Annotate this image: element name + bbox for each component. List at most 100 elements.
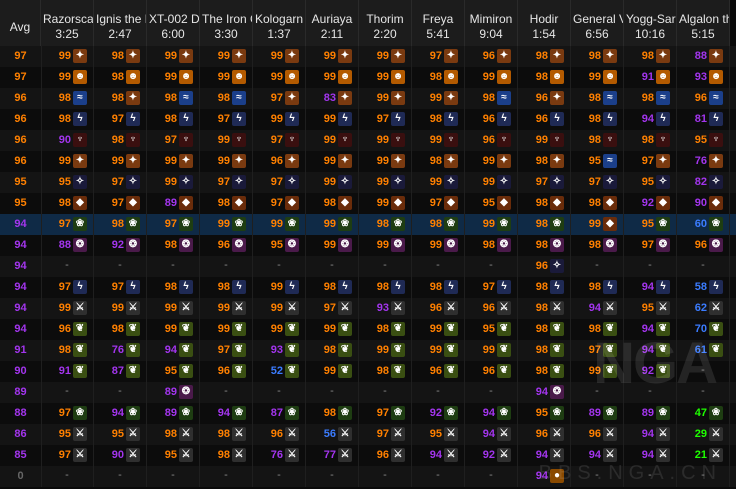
score-cell[interactable]: 95 ❂ bbox=[253, 235, 306, 256]
score-cell[interactable]: 98 ❦ bbox=[359, 361, 412, 382]
score-cell[interactable]: 99 ✦ bbox=[253, 46, 306, 67]
score-cell[interactable]: - bbox=[253, 256, 306, 277]
score-cell[interactable]: 96 ❦ bbox=[465, 361, 518, 382]
score-cell[interactable]: 96 ✦ bbox=[253, 151, 306, 172]
score-cell[interactable]: 94 ⚔ bbox=[624, 445, 677, 466]
score-cell[interactable]: 97 ❦ bbox=[200, 340, 253, 361]
score-cell[interactable]: 99 ✦ bbox=[306, 151, 359, 172]
table-row[interactable]: 86 95 ⚔ 95 ⚔ 98 ⚔ 98 ⚔ 96 ⚔ 56 ⚔ 97 ⚔ 95 ⚔ 94 ⚔ 96 ⚔ 96 ⚔ 94 ⚔ 29… bbox=[0, 424, 736, 445]
score-cell[interactable]: 99 ☻ bbox=[571, 67, 624, 88]
score-cell[interactable]: 98 ❦ bbox=[41, 340, 94, 361]
score-cell[interactable]: 98 ≈ bbox=[571, 88, 624, 109]
score-cell[interactable]: 96 ⚔ bbox=[571, 424, 624, 445]
score-cell[interactable]: 94 ⚔ bbox=[465, 424, 518, 445]
score-cell[interactable]: - bbox=[306, 382, 359, 403]
score-cell[interactable]: 87 ❦ bbox=[94, 361, 147, 382]
table-row[interactable]: 94 97 ❀ 98 ❀ 97 ❀ 99 ❀ 99 ❀ 99 ❀ 98 ❀ 98 ❀ 99 ❀ 98 ❀ 99 ◆ 95 ❀ 60… bbox=[0, 214, 736, 235]
score-cell[interactable]: - bbox=[359, 466, 412, 487]
score-cell[interactable]: - bbox=[253, 466, 306, 487]
table-row[interactable]: 0 - - - - - - - - - 94 ● - - - bbox=[0, 466, 736, 487]
score-cell[interactable]: 97 ◆ bbox=[94, 193, 147, 214]
score-cell[interactable]: 99 ❀ bbox=[465, 214, 518, 235]
score-cell[interactable]: 96 ❦ bbox=[412, 361, 465, 382]
score-cell[interactable]: 99 ✧ bbox=[147, 172, 200, 193]
score-cell[interactable]: - bbox=[677, 382, 730, 403]
score-cell[interactable]: 93 ☻ bbox=[677, 67, 730, 88]
score-cell[interactable]: 81 ϟ bbox=[677, 109, 730, 130]
score-cell[interactable]: 97 ✦ bbox=[412, 46, 465, 67]
score-cell[interactable]: 94 ⚔ bbox=[571, 445, 624, 466]
score-cell[interactable]: - bbox=[571, 256, 624, 277]
score-cell[interactable]: 99 ⚔ bbox=[41, 298, 94, 319]
score-cell[interactable]: 98 ✦ bbox=[518, 46, 571, 67]
score-cell[interactable]: - bbox=[412, 256, 465, 277]
score-cell[interactable]: - bbox=[571, 382, 624, 403]
score-cell[interactable]: - bbox=[253, 382, 306, 403]
score-cell[interactable]: 97 ϟ bbox=[465, 277, 518, 298]
header-boss[interactable]: Hodir 1:54 bbox=[518, 0, 571, 46]
header-boss[interactable]: Yogg-Saron10:16 bbox=[624, 0, 677, 46]
score-cell[interactable]: 98 ϟ bbox=[412, 109, 465, 130]
score-cell[interactable]: 92 ❦ bbox=[624, 361, 677, 382]
score-cell[interactable]: 98 ϟ bbox=[41, 109, 94, 130]
score-cell[interactable]: 97 ⚔ bbox=[359, 424, 412, 445]
score-cell[interactable]: 94 ❀ bbox=[200, 403, 253, 424]
score-cell[interactable]: 94 ❦ bbox=[624, 340, 677, 361]
score-cell[interactable]: 98 ◆ bbox=[306, 193, 359, 214]
score-cell[interactable]: - bbox=[200, 382, 253, 403]
score-cell[interactable]: 98 ✦ bbox=[571, 46, 624, 67]
score-cell[interactable]: 98 ⚔ bbox=[200, 445, 253, 466]
score-cell[interactable]: 95 ◆ bbox=[465, 193, 518, 214]
header-boss[interactable]: Kologarn 1:37 bbox=[253, 0, 306, 46]
table-row[interactable]: 90 91 ❦ 87 ❦ 95 ❦ 96 ❦ 52 ❦ 99 ❦ 98 ❦ 96 ❦ 96 ❦ 98 ❦ 99 ❦ 92 ❦ - bbox=[0, 361, 736, 382]
score-cell[interactable]: 96 ❦ bbox=[200, 361, 253, 382]
score-cell[interactable]: 98 ♆ bbox=[624, 130, 677, 151]
score-cell[interactable]: - bbox=[200, 466, 253, 487]
score-cell[interactable]: 99 ϟ bbox=[306, 109, 359, 130]
score-cell[interactable]: 92 ❀ bbox=[412, 403, 465, 424]
score-cell[interactable]: - bbox=[200, 256, 253, 277]
score-cell[interactable]: 97 ϟ bbox=[94, 277, 147, 298]
score-cell[interactable]: 90 ⚔ bbox=[94, 445, 147, 466]
score-cell[interactable]: 99 ☻ bbox=[147, 67, 200, 88]
score-cell[interactable]: 99 ϟ bbox=[253, 277, 306, 298]
score-cell[interactable]: 94 ⚔ bbox=[412, 445, 465, 466]
score-cell[interactable]: 94 ❀ bbox=[94, 403, 147, 424]
score-cell[interactable]: - bbox=[465, 382, 518, 403]
score-cell[interactable]: 88 ✦ bbox=[677, 46, 730, 67]
score-cell[interactable]: 96 ⚔ bbox=[359, 445, 412, 466]
score-cell[interactable]: 99 ✦ bbox=[200, 46, 253, 67]
score-cell[interactable]: 89 ❂ bbox=[147, 382, 200, 403]
score-cell[interactable]: 95 ⚔ bbox=[147, 445, 200, 466]
table-row[interactable]: 95 98 ◆ 97 ◆ 89 ◆ 98 ◆ 97 ◆ 98 ◆ 99 ◆ 97 ◆ 95 ◆ 98 ◆ 98 ◆ 92 ◆ 90… bbox=[0, 193, 736, 214]
score-cell[interactable]: 96 ≈ bbox=[677, 88, 730, 109]
score-cell[interactable]: 97 ϟ bbox=[94, 109, 147, 130]
score-cell[interactable]: 87 ❀ bbox=[253, 403, 306, 424]
score-cell[interactable]: - bbox=[147, 466, 200, 487]
score-cell[interactable]: 99 ❂ bbox=[412, 235, 465, 256]
score-cell[interactable]: 98 ϟ bbox=[147, 109, 200, 130]
score-cell[interactable]: 99 ◆ bbox=[359, 193, 412, 214]
score-cell[interactable]: 95 ❀ bbox=[518, 403, 571, 424]
score-cell[interactable]: 99 ✦ bbox=[41, 151, 94, 172]
score-cell[interactable]: 92 ⚔ bbox=[465, 445, 518, 466]
score-cell[interactable]: 96 ✧ bbox=[518, 256, 571, 277]
score-cell[interactable]: 99 ❦ bbox=[253, 319, 306, 340]
score-cell[interactable]: - bbox=[306, 466, 359, 487]
score-cell[interactable]: 83 ✦ bbox=[306, 88, 359, 109]
score-cell[interactable]: 97 ✧ bbox=[571, 172, 624, 193]
header-boss[interactable]: Algalon the Observer5:15 bbox=[677, 0, 730, 46]
score-cell[interactable]: 89 ❀ bbox=[624, 403, 677, 424]
score-cell[interactable]: 89 ❀ bbox=[147, 403, 200, 424]
score-cell[interactable]: 98 ≈ bbox=[147, 88, 200, 109]
score-cell[interactable]: 98 ◆ bbox=[571, 193, 624, 214]
score-cell[interactable]: 90 ♆ bbox=[41, 130, 94, 151]
score-cell[interactable]: 98 ✦ bbox=[518, 151, 571, 172]
score-cell[interactable]: 98 ❀ bbox=[306, 403, 359, 424]
score-cell[interactable]: 94 ⚔ bbox=[518, 445, 571, 466]
score-cell[interactable]: - bbox=[94, 382, 147, 403]
score-cell[interactable]: 99 ✦ bbox=[412, 88, 465, 109]
score-cell[interactable]: 97 ✧ bbox=[253, 172, 306, 193]
score-cell[interactable]: 94 ϟ bbox=[624, 277, 677, 298]
score-cell[interactable]: 99 ✧ bbox=[359, 172, 412, 193]
